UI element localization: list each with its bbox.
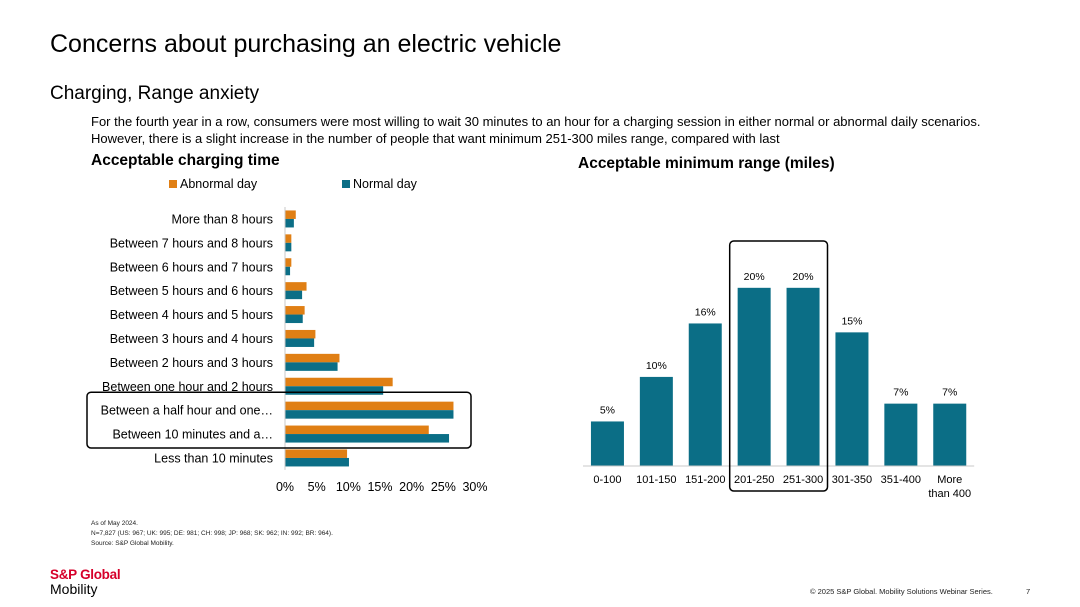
x-tick-label: 10% — [336, 480, 361, 494]
highlight-box — [728, 240, 829, 492]
bar-abnormal — [285, 329, 316, 339]
legend-item-normal: Normal day — [342, 177, 417, 191]
legend-label-abnormal: Abnormal day — [180, 177, 258, 191]
category-label: Less than 10 minutes — [154, 451, 273, 465]
bar-normal — [285, 290, 303, 300]
bar-abnormal — [285, 234, 292, 243]
data-label: 20% — [793, 271, 814, 283]
footnotes: As of May 2024. N=7,827 (US: 967; UK: 99… — [91, 519, 333, 549]
x-tick-label: 5% — [308, 480, 326, 494]
bar-normal — [285, 242, 292, 252]
category-label: Between 10 minutes and a… — [112, 428, 273, 442]
x-tick-label: More — [937, 474, 962, 486]
bar-range — [639, 376, 673, 466]
intro-text: For the fourth year in a row, consumers … — [91, 114, 981, 146]
category-label: Between 4 hours and 5 hours — [110, 308, 273, 322]
bar-range — [786, 287, 820, 466]
bar-normal — [285, 218, 294, 228]
data-label: 16% — [695, 306, 716, 318]
bar-range — [884, 403, 918, 466]
x-tick-label: 151-200 — [685, 474, 725, 486]
range-chart-title: Acceptable minimum range (miles) — [578, 155, 835, 172]
data-label: 15% — [841, 315, 862, 327]
bar-normal — [285, 410, 454, 419]
category-label: Between 5 hours and 6 hours — [110, 284, 273, 298]
x-tick-label: 251-300 — [783, 474, 823, 486]
legend-label-normal: Normal day — [353, 177, 417, 191]
bar-abnormal — [285, 282, 307, 291]
bar-normal — [285, 338, 315, 347]
page-subtitle: Charging, Range anxiety — [50, 83, 260, 104]
logo-line-2: Mobility — [50, 581, 98, 597]
x-tick-label: 30% — [462, 480, 487, 494]
x-tick-label: 25% — [431, 480, 456, 494]
charging-time-chart-title: Acceptable charging time — [91, 152, 280, 169]
footnote-source: Source: S&P Global Mobility. — [91, 540, 174, 547]
x-tick-label: 15% — [367, 480, 392, 494]
bar-range — [835, 332, 869, 466]
bar-abnormal — [285, 258, 292, 267]
data-label: 10% — [646, 360, 667, 372]
x-tick-label: 101-150 — [636, 474, 676, 486]
highlight-box — [86, 391, 472, 449]
data-label: 5% — [600, 404, 615, 416]
bar-abnormal — [285, 353, 340, 363]
data-label: 7% — [893, 387, 908, 399]
footnote-date: As of May 2024. — [91, 520, 138, 527]
x-tick-label: 0% — [276, 480, 294, 494]
bar-normal — [285, 314, 303, 324]
company-logo: S&P Global Mobility — [50, 567, 121, 597]
category-label: Between 7 hours and 8 hours — [110, 236, 273, 250]
category-label: Between 2 hours and 3 hours — [110, 356, 273, 370]
data-label: 20% — [744, 271, 765, 283]
bar-range — [933, 403, 967, 466]
bar-abnormal — [285, 306, 305, 315]
page-number: 7 — [1026, 587, 1031, 596]
x-tick-label: than 400 — [928, 488, 971, 500]
page-title: Concerns about purchasing an electric ve… — [50, 30, 562, 58]
bar-abnormal — [285, 425, 429, 435]
category-label: Between one hour and 2 hours — [102, 380, 273, 394]
bar-normal — [285, 434, 450, 443]
legend-swatch-normal — [342, 180, 350, 188]
bar-range — [688, 323, 722, 466]
bar-range — [590, 421, 624, 466]
x-tick-label: 20% — [399, 480, 424, 494]
bar-normal — [285, 386, 384, 395]
logo-line-1: S&P Global — [50, 567, 121, 582]
bar-normal — [285, 457, 349, 467]
bar-abnormal — [285, 377, 393, 387]
bar-range — [737, 287, 771, 466]
category-label: More than 8 hours — [172, 212, 273, 226]
x-tick-label: 301-350 — [832, 474, 872, 486]
data-label: 7% — [942, 387, 957, 399]
x-tick-label: 0-100 — [593, 474, 621, 486]
footnote-sample: N=7,827 (US: 967; UK: 995; DE: 981; CH: … — [91, 530, 333, 537]
bar-normal — [285, 362, 338, 371]
category-label: Between a half hour and one… — [101, 404, 273, 418]
bar-abnormal — [285, 401, 454, 411]
x-tick-label: 351-400 — [881, 474, 921, 486]
category-label: Between 3 hours and 4 hours — [110, 332, 273, 346]
bar-abnormal — [285, 210, 296, 219]
category-label: Between 6 hours and 7 hours — [110, 260, 273, 274]
footer-copyright: © 2025 S&P Global. Mobility Solutions We… — [810, 587, 993, 596]
bar-normal — [285, 266, 291, 276]
legend-item-abnormal: Abnormal day — [169, 177, 257, 191]
legend-swatch-abnormal — [169, 180, 177, 188]
x-tick-label: 201-250 — [734, 474, 774, 486]
bar-abnormal — [285, 449, 348, 458]
